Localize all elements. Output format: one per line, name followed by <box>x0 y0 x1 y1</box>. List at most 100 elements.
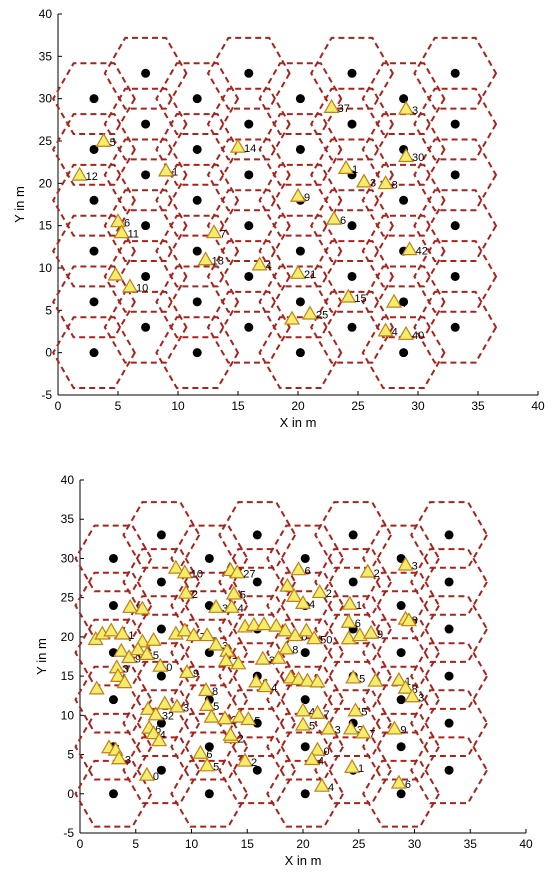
user-triangle-marker <box>71 166 88 181</box>
user-triangle-marker <box>397 325 415 340</box>
user-triangle-marker <box>254 650 271 665</box>
base-station-dot <box>89 246 99 256</box>
base-station-dot <box>156 765 166 775</box>
base-station-dot <box>300 789 310 799</box>
user-triangle-marker <box>359 563 376 578</box>
user-label: 5 <box>213 762 219 774</box>
user-triangle-marker <box>397 556 414 571</box>
user-triangle-marker <box>176 622 193 637</box>
hexagon-cell <box>52 316 136 389</box>
user-label: 2 <box>238 733 244 745</box>
user-label: 27 <box>243 569 255 581</box>
user-triangle-marker <box>95 132 112 147</box>
user-triangle-marker <box>390 671 407 686</box>
x-tick-label: 10 <box>171 399 185 413</box>
user-label: 4 <box>392 327 398 339</box>
user-triangle-marker <box>289 264 307 279</box>
hexagon-cell <box>413 290 498 364</box>
hexagon-cell <box>258 113 343 186</box>
hexagon-cell <box>362 712 441 781</box>
user-triangle-marker <box>278 640 295 655</box>
base-station-dot <box>252 765 262 775</box>
hexagon-cell <box>155 113 240 186</box>
base-station-dot <box>192 195 202 205</box>
user-label: 3 <box>412 105 418 117</box>
x-tick-label: 30 <box>408 837 422 851</box>
hexagon-cell <box>258 214 343 288</box>
hexagon-cell <box>74 524 153 593</box>
user-label: 8 <box>412 615 418 627</box>
hexagon-cell <box>52 163 136 237</box>
user-triangle-marker <box>367 672 384 687</box>
hexagon-cell <box>362 665 441 734</box>
user-triangle-marker <box>397 148 415 163</box>
hexagon-cell <box>122 689 201 757</box>
hexagon-cell <box>410 642 489 710</box>
hexagon-cell <box>362 571 441 640</box>
base-station-dot <box>444 624 454 634</box>
user-triangle-marker <box>325 210 343 225</box>
user-triangle-marker <box>139 700 157 715</box>
user-triangle-marker <box>114 625 131 640</box>
hexagon-cell <box>170 571 249 640</box>
hexagon-cell <box>218 595 297 663</box>
hexagon-cell <box>122 548 201 616</box>
base-station-dot <box>295 297 305 307</box>
base-station-dot <box>399 195 409 205</box>
hexagon-cell <box>310 36 394 110</box>
user-triangle-marker <box>294 716 312 731</box>
user-triangle-marker <box>298 622 315 637</box>
user-label: 0 <box>323 746 329 758</box>
x-tick-label: 25 <box>352 837 366 851</box>
user-triangle-marker <box>240 711 257 726</box>
y-tick-label: 5 <box>45 303 52 317</box>
user-label: 5 <box>359 674 365 686</box>
x-tick-label: 35 <box>464 837 478 851</box>
user-triangle-marker <box>245 616 262 631</box>
hexagon-cell <box>218 548 297 616</box>
user-triangle-marker <box>397 100 415 115</box>
base-station-dot <box>192 94 202 104</box>
user-label: 4 <box>400 298 406 310</box>
user-label: 6 <box>155 724 161 736</box>
base-station-dot <box>295 348 305 358</box>
hexagon-cell <box>413 189 498 262</box>
user-triangle-marker <box>303 751 320 766</box>
user-label: 40 <box>412 330 424 342</box>
hexagon-cell <box>310 138 394 212</box>
hexagon-cell <box>103 138 188 212</box>
hexagon-cell <box>410 689 489 757</box>
x-tick-label: 40 <box>519 837 533 851</box>
hexagon-cell <box>155 265 240 339</box>
y-tick-label: 20 <box>39 176 53 190</box>
base-station-dot <box>347 68 357 78</box>
user-triangle-marker <box>116 674 133 689</box>
user-triangle-marker <box>225 585 242 600</box>
user-label: 2 <box>374 568 380 580</box>
hexagon-cell <box>362 759 441 828</box>
hexagon-cell <box>266 571 345 640</box>
user-triangle-marker <box>351 627 368 642</box>
hexagon-cell <box>258 316 343 389</box>
hexagon-cell <box>122 642 201 710</box>
base-station-dot <box>244 68 254 78</box>
hexagon-cell <box>218 642 297 710</box>
user-triangle-marker <box>251 256 268 271</box>
base-station-dot <box>450 170 460 180</box>
hexagon-cell <box>74 571 153 640</box>
base-station-dot <box>399 348 409 358</box>
x-axis-label: X in m <box>285 853 322 868</box>
user-triangle-marker <box>103 622 120 637</box>
user-label: 4 <box>266 261 272 273</box>
user-label: 6 <box>206 749 212 761</box>
base-station-dot <box>396 742 406 752</box>
base-stations <box>89 68 460 358</box>
hexagon-cell <box>266 524 345 593</box>
base-station-dot <box>399 94 409 104</box>
user-label: 3 <box>123 663 129 675</box>
base-station-dot <box>192 297 202 307</box>
base-station-dot <box>450 322 460 332</box>
y-tick-label: 40 <box>39 7 53 21</box>
base-station-dot <box>89 144 99 154</box>
